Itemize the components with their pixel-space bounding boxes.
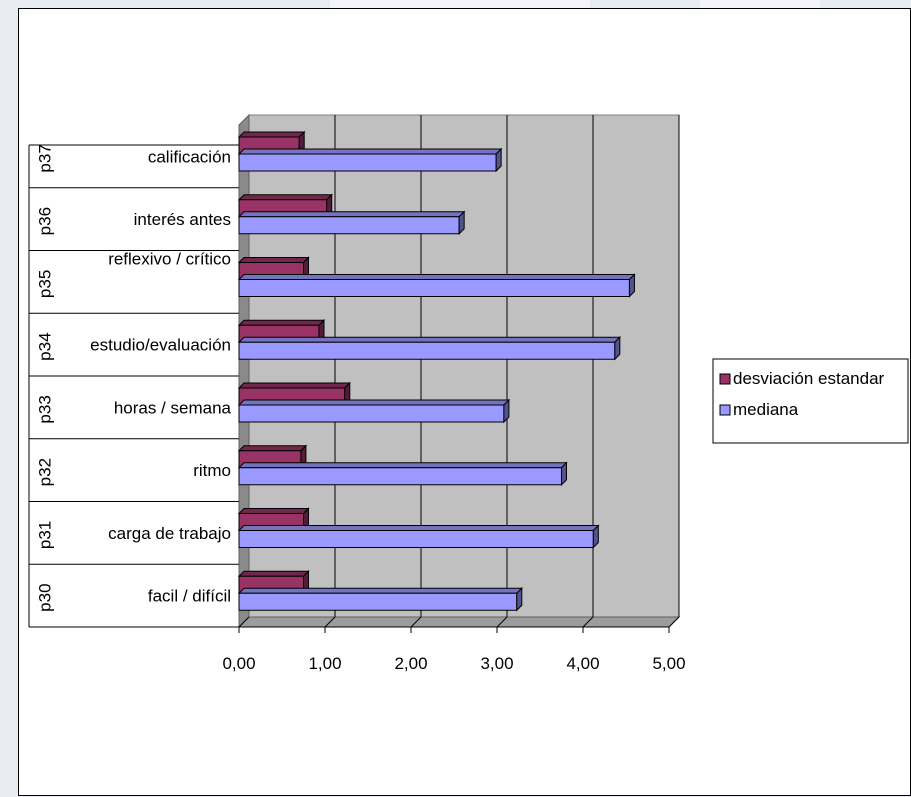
- legend-label: desviación estandar: [733, 369, 885, 388]
- x-tick-label: 5,00: [652, 654, 685, 673]
- bar-top-face: [237, 336, 622, 343]
- x-tick-label: 2,00: [394, 654, 427, 673]
- x-tick-label: 1,00: [308, 654, 341, 673]
- floor-gridline: [324, 616, 336, 628]
- floor-gridline: [238, 616, 250, 628]
- bar-top-face: [237, 508, 310, 514]
- floor-gridline: [582, 616, 594, 628]
- category-label: carga de trabajo: [108, 524, 231, 543]
- floor-gridline: [668, 616, 680, 628]
- bar: [238, 467, 562, 486]
- category-code: p36: [35, 207, 54, 235]
- bar-top-face: [237, 382, 351, 389]
- category-code: p35: [35, 270, 54, 298]
- floor-gridline: [410, 616, 422, 628]
- bar-chart: 0,00 1,00 2,00 3,00 4,00 5,00 p30 facil / difíc…: [28, 113, 909, 673]
- category-label: reflexivo / crítico: [108, 250, 231, 269]
- bar: [238, 153, 497, 172]
- bar-top-face: [237, 131, 306, 138]
- bar-top-face: [237, 525, 600, 531]
- floor-gridline: [496, 616, 508, 628]
- bar-top-face: [237, 445, 308, 452]
- category-label: ritmo: [193, 461, 231, 480]
- bar: [238, 341, 616, 360]
- category-code: p37: [35, 144, 54, 172]
- x-tick-label: 0,00: [222, 654, 255, 673]
- category-label: calificación: [148, 147, 231, 166]
- bar: [238, 279, 630, 297]
- x-tick-label: 4,00: [566, 654, 599, 673]
- bar-side-face: [503, 398, 510, 424]
- bar-side-face: [561, 461, 567, 486]
- legend-swatch: [719, 404, 731, 416]
- bar: [238, 216, 460, 235]
- category-label: facil / difícil: [148, 587, 231, 606]
- bar-top-face: [237, 570, 310, 577]
- bar: [238, 530, 594, 548]
- category-code: p33: [35, 395, 54, 423]
- bar-top-face: [237, 194, 333, 201]
- bar-side-face: [516, 587, 523, 612]
- category-code: p31: [35, 521, 54, 549]
- bar: [238, 404, 505, 423]
- legend-box: [712, 358, 909, 444]
- plot-side-wall: [238, 113, 250, 629]
- x-tick-label: 3,00: [480, 654, 513, 673]
- bar-side-face: [592, 524, 599, 549]
- legend-swatch: [719, 373, 731, 385]
- bar-top-face: [237, 274, 636, 280]
- bar-top-face: [237, 257, 310, 263]
- chart-frame: 0,00 1,00 2,00 3,00 4,00 5,00 p30 facil / difíc…: [18, 8, 911, 796]
- bar-top-face: [237, 319, 326, 326]
- bar: [238, 592, 518, 611]
- bar-side-face: [628, 273, 635, 298]
- legend-label: mediana: [733, 400, 799, 419]
- bar-top-face: [237, 399, 511, 406]
- category-code: p32: [35, 458, 54, 486]
- category-label: estudio/evaluación: [90, 336, 231, 355]
- bar-side-face: [495, 147, 502, 173]
- bar-top-face: [237, 148, 503, 155]
- bar-top-face: [237, 587, 523, 594]
- category-label: interés antes: [134, 210, 231, 229]
- bar-top-face: [237, 211, 466, 218]
- bar-top-face: [237, 462, 568, 469]
- bar-side-face: [458, 210, 465, 235]
- category-code: p34: [35, 332, 54, 360]
- plot-floor: [237, 616, 681, 628]
- category-label: horas / semana: [114, 398, 232, 417]
- bar-side-face: [614, 336, 621, 361]
- category-code: p30: [35, 583, 54, 611]
